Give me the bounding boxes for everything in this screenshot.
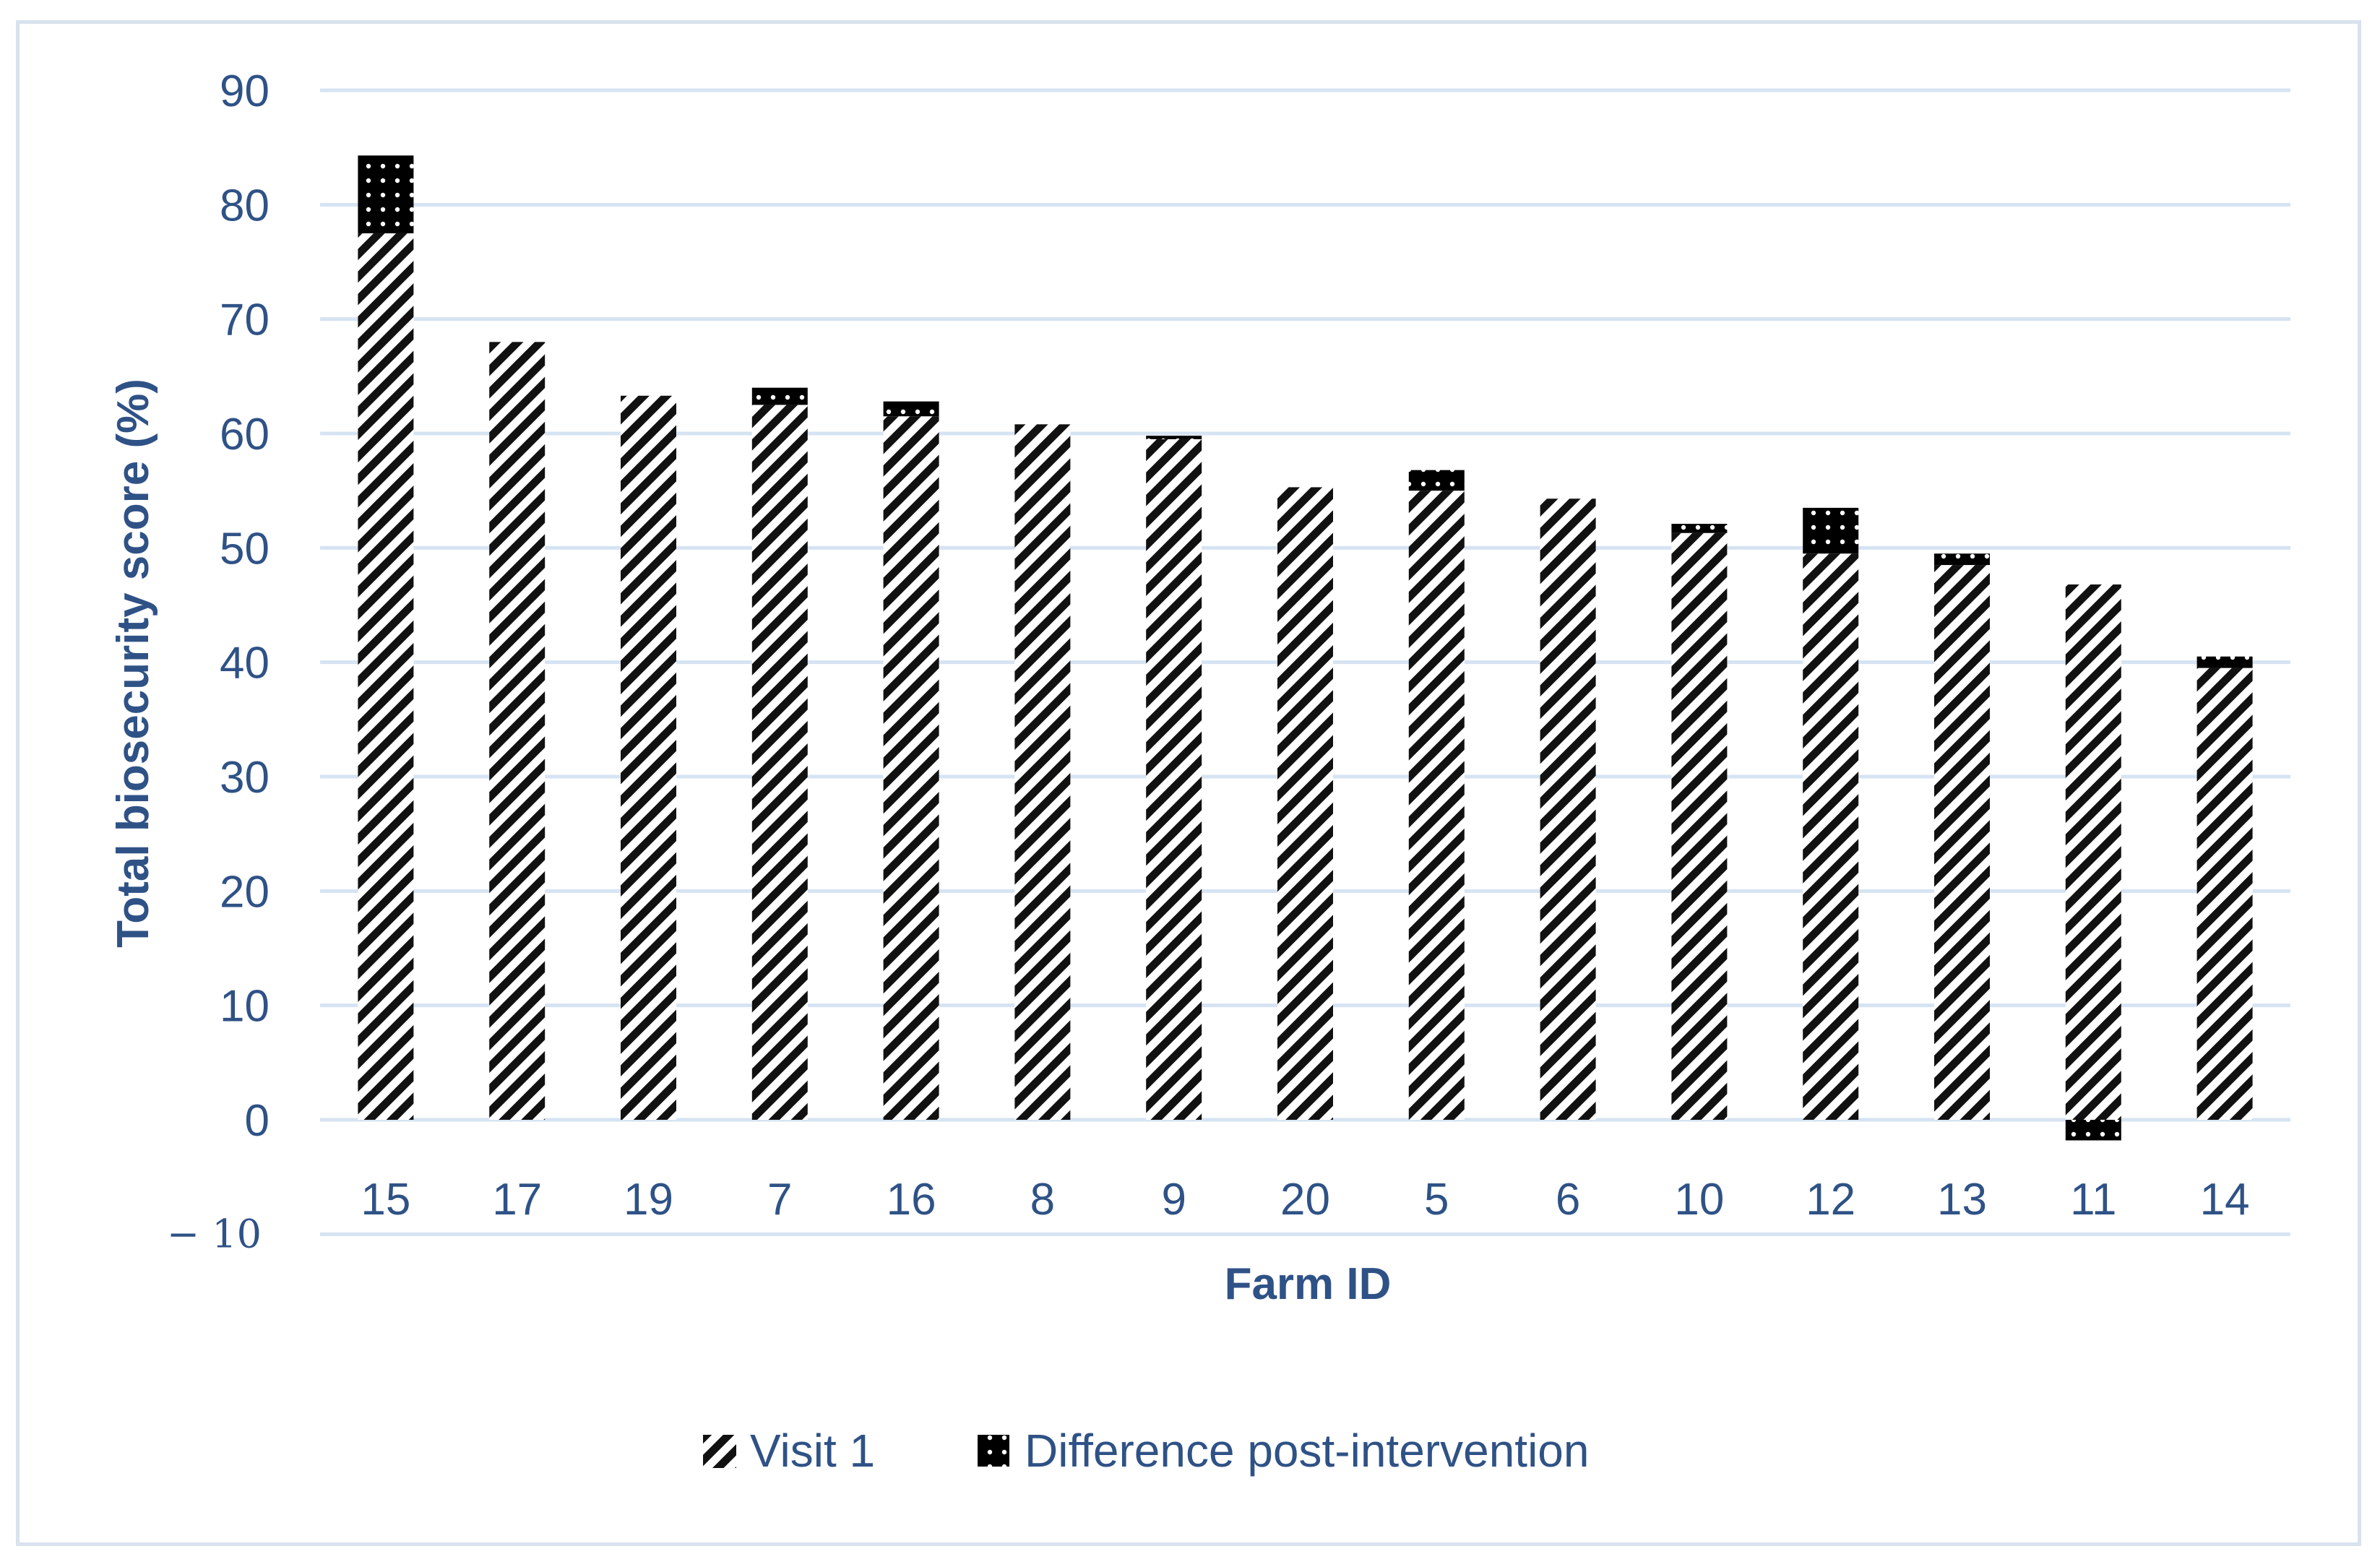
bar-visit-1-farm-7	[751, 405, 808, 1120]
bar-visit-1-farm-6	[1540, 498, 1596, 1120]
x-tick-label-farm-6: 6	[1556, 1175, 1580, 1225]
legend: Visit 1 Difference post-intervention	[703, 1425, 1589, 1477]
bar-difference-farm-12	[1803, 507, 1859, 554]
legend-swatch-visit-1	[703, 1435, 736, 1468]
bar-difference-farm-7	[751, 387, 808, 405]
y-axis-title: Total biosecurity score (%)	[108, 379, 158, 948]
y-tick-label: 70	[220, 295, 270, 345]
x-tick-label-farm-14: 14	[2200, 1175, 2250, 1225]
y-tick-label: 40	[220, 639, 270, 688]
y-tick-label: 90	[220, 66, 270, 116]
bar-difference-farm-10	[1671, 524, 1728, 533]
y-tick-label: 80	[220, 181, 270, 230]
x-axis-ticks: 15 17 19 7 16 8 9 20 5 6 10 12 13 11 14	[361, 1175, 2249, 1225]
y-tick-label: 20	[220, 867, 270, 917]
x-tick-label-farm-11: 11	[2070, 1175, 2116, 1225]
x-tick-label-farm-16: 16	[887, 1175, 936, 1225]
x-tick-label-farm-10: 10	[1674, 1175, 1724, 1225]
bar-visit-1-farm-15	[358, 233, 414, 1121]
x-tick-label-farm-5: 5	[1424, 1175, 1449, 1225]
bar-visit-1-farm-13	[1934, 565, 1990, 1120]
legend-swatch-difference	[978, 1435, 1009, 1467]
y-tick-label: 30	[220, 753, 270, 803]
legend-label-difference: Difference post-intervention	[1025, 1425, 1589, 1477]
bar-visit-1-farm-8	[1014, 424, 1071, 1120]
bar-visit-1-farm-20	[1277, 487, 1333, 1120]
bar-visit-1-farm-14	[2196, 668, 2253, 1120]
x-tick-label-farm-7: 7	[767, 1175, 792, 1225]
bar-visit-1-farm-12	[1803, 553, 1859, 1120]
x-tick-label-farm-20: 20	[1280, 1175, 1330, 1225]
x-axis-title: Farm ID	[1225, 1259, 1392, 1309]
x-tick-label-farm-9: 9	[1161, 1175, 1186, 1225]
bar-difference-farm-14	[2196, 656, 2253, 668]
bar-visit-1-farm-9	[1146, 439, 1202, 1120]
bar-difference-farm-16	[883, 401, 939, 417]
x-tick-label-farm-12: 12	[1806, 1175, 1855, 1225]
y-tick-label: 50	[220, 524, 270, 574]
bar-visit-1-farm-11	[2065, 584, 2121, 1120]
y-tick-label: 10	[220, 982, 270, 1032]
bar-difference-farm-9	[1146, 436, 1202, 439]
x-tick-label-farm-8: 8	[1030, 1175, 1055, 1225]
x-tick-label-farm-15: 15	[361, 1175, 410, 1225]
legend-label-visit-1: Visit 1	[750, 1425, 875, 1477]
y-tick-label: 0	[245, 1096, 270, 1146]
bar-visit-1-farm-19	[621, 395, 676, 1120]
y-tick-label-negative: − 10	[167, 1211, 262, 1256]
y-tick-label: 60	[220, 410, 270, 459]
bar-visit-1-farm-16	[883, 416, 939, 1120]
bar-visit-1-farm-17	[489, 342, 546, 1120]
y-axis-ticks: 90 80 70 60 50 40 30 20 10 0 − 10	[167, 66, 270, 1256]
bar-visit-1-farm-5	[1408, 491, 1465, 1120]
x-tick-label-farm-19: 19	[624, 1175, 673, 1225]
bar-visit-1-farm-10	[1671, 532, 1728, 1120]
x-tick-label-farm-13: 13	[1937, 1175, 1987, 1225]
bar-difference-farm-15	[358, 155, 414, 233]
bar-difference-farm-11	[2065, 1120, 2121, 1141]
bar-difference-farm-13	[1934, 553, 1990, 566]
x-tick-label-farm-17: 17	[492, 1175, 542, 1225]
bar-difference-farm-5	[1408, 470, 1465, 491]
bars	[358, 155, 2253, 1141]
